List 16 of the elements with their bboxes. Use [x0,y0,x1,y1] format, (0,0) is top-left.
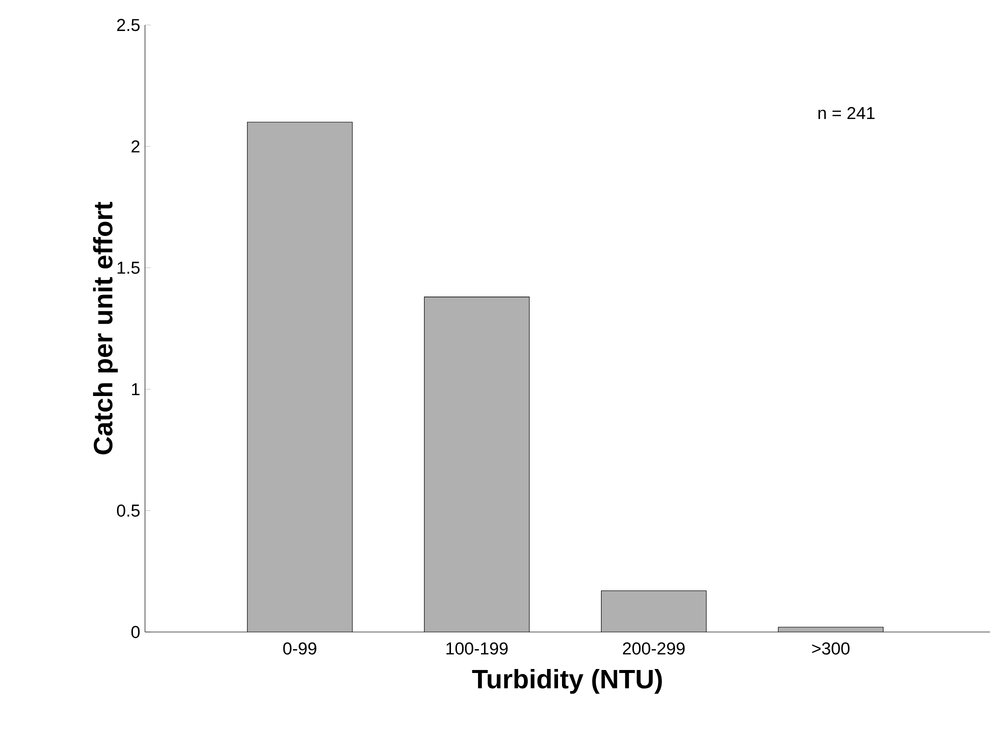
x-axis-title: Turbidity (NTU) [472,669,662,694]
y-tick-label: 0 [131,626,140,638]
y-tick-label: 1 [132,383,140,396]
bar [424,296,530,632]
y-axis-title: Catch per unit effort [93,202,118,454]
x-tick-label: >300 [812,642,850,655]
bar [601,590,706,632]
bar [247,122,352,632]
x-tick-label: 0-99 [283,642,316,655]
x-tick-label: 100-199 [446,642,508,655]
y-tick-label: 2 [132,140,140,152]
y-tick-label: 2.5 [117,18,140,32]
annotation: n = 241 [818,106,875,120]
x-tick-label: 200-299 [622,642,685,655]
y-tick-label: 0.5 [116,504,140,517]
y-tick-label: 1.5 [118,262,140,274]
